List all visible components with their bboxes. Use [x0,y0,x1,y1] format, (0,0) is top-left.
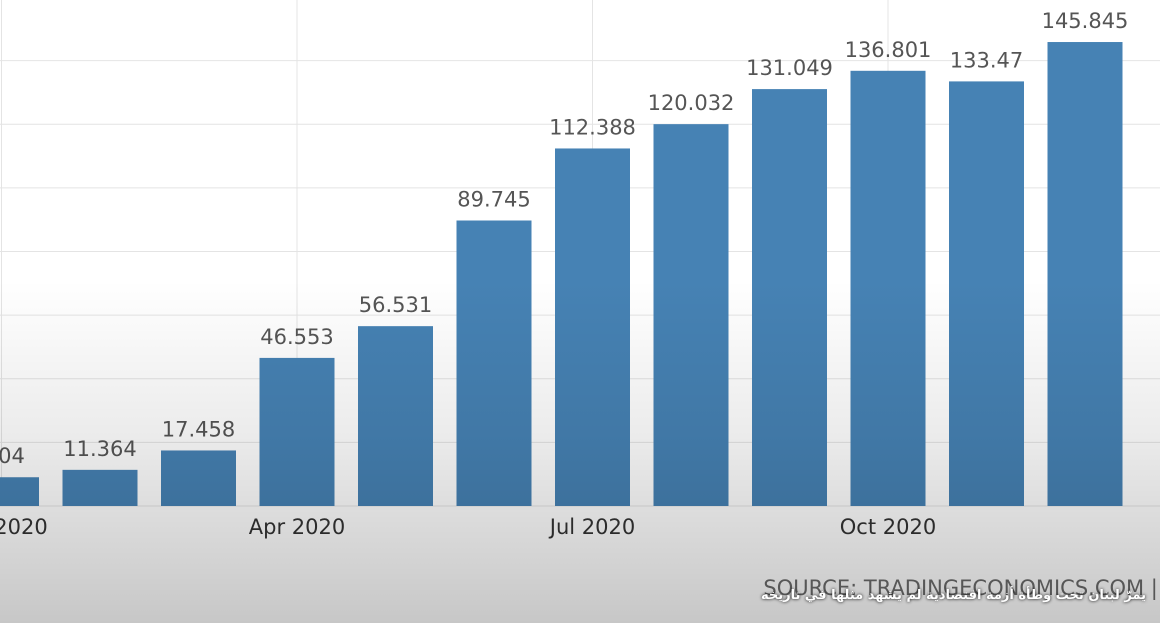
value-label: 9.04 [0,444,25,468]
value-label: 17.458 [162,417,235,441]
bar [161,450,236,506]
x-tick-label: Jul 2020 [548,515,635,539]
value-label: 112.388 [549,115,636,139]
bar [850,70,926,506]
x-tick-label: Oct 2020 [840,515,936,539]
value-label: 131.049 [746,56,833,80]
x-tick-label: Apr 2020 [249,515,345,539]
value-label: 145.845 [1042,9,1129,33]
bar [653,124,729,507]
value-label: 46.553 [260,325,333,349]
value-label: 136.801 [845,38,932,62]
bar [358,326,433,506]
value-label: 89.745 [457,187,530,211]
bar [949,81,1024,506]
bar [555,148,630,506]
bar [752,89,827,506]
value-label: 11.364 [63,437,136,461]
bar [259,357,335,506]
value-label: 56.531 [359,293,432,317]
value-label: 120.032 [648,91,735,115]
value-label: 133.47 [950,48,1023,72]
caption: يمرّ لبنان تحت وطأة أزمة اقتصادية لم يشه… [760,588,1146,603]
bar [0,477,39,506]
source: SOURCE: TRADINGECONOMICS.COM | CENTRAL A… [763,576,1160,601]
bar [1047,42,1123,507]
x-tick-label: Jan 2020 [0,515,48,539]
bar [456,220,532,506]
bar [62,469,138,506]
